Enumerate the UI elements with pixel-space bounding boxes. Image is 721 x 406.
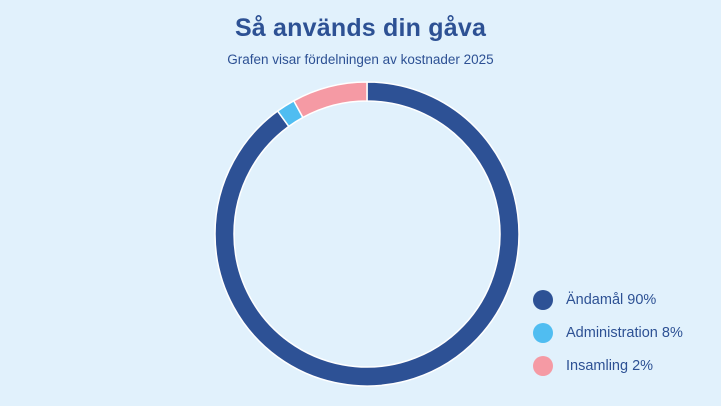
legend-label: Administration 8%	[566, 325, 683, 341]
donut-slice--ndam-l	[214, 81, 520, 387]
chart-subtitle: Grafen visar fördelningen av kostnader 2…	[227, 52, 494, 67]
legend-swatch	[533, 323, 553, 343]
legend-swatch	[533, 356, 553, 376]
legend-item: Ändamål 90%	[533, 289, 683, 311]
legend: Ändamål 90% Administration 8% Insamling …	[533, 289, 683, 388]
legend-label: Insamling 2%	[566, 358, 654, 374]
donut-slice-insamling	[292, 81, 368, 119]
legend-item: Administration 8%	[533, 322, 683, 344]
chart-title: Så används din gåva	[234, 14, 487, 42]
legend-swatch	[533, 290, 553, 310]
legend-label: Ändamål 90%	[566, 292, 657, 308]
legend-item: Insamling 2%	[533, 355, 683, 377]
